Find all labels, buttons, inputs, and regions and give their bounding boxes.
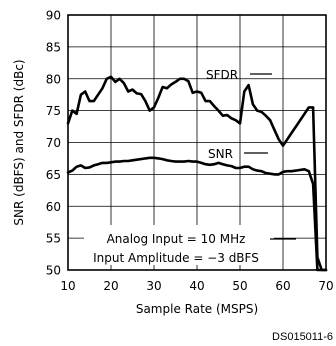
figure-id: DS015011-6 <box>272 331 333 343</box>
x-tick-label: 30 <box>146 279 161 293</box>
x-tick-label: 50 <box>232 279 247 293</box>
snr-series-label: SNR <box>208 147 233 161</box>
y-tick-label: 55 <box>46 232 61 246</box>
y-tick-label: 65 <box>46 168 61 182</box>
x-tick-label: 20 <box>103 279 118 293</box>
sfdr-series-label: SFDR <box>206 68 238 82</box>
plot-frame <box>67 14 327 271</box>
x-tick-labels: 10 20 30 40 50 60 70 <box>60 279 333 293</box>
y-axis-title: SNR (dBFS) and SFDR (dBc) <box>12 59 26 225</box>
x-tick-label: 10 <box>60 279 75 293</box>
x-axis-title: Sample Rate (MSPS) <box>136 302 258 316</box>
y-tick-labels: 50 55 60 65 70 75 80 85 90 <box>46 9 61 278</box>
y-tick-label: 50 <box>46 264 61 278</box>
annotation-analog-input: Analog Input = 10 MHz <box>107 232 246 246</box>
y-tick-label: 85 <box>46 40 61 54</box>
y-tick-label: 90 <box>46 9 61 23</box>
annotation-background <box>84 225 274 265</box>
y-tick-label: 75 <box>46 104 61 118</box>
sfdr-series-line <box>66 75 328 272</box>
x-tick-label: 70 <box>318 279 333 293</box>
x-tick-label: 40 <box>189 279 204 293</box>
grid <box>67 14 327 271</box>
x-tick-label: 60 <box>275 279 290 293</box>
y-tick-label: 80 <box>46 72 61 86</box>
annotation-input-amplitude: Input Amplitude = −3 dBFS <box>93 251 259 265</box>
y-tick-label: 70 <box>46 136 61 150</box>
series-lines <box>66 75 328 272</box>
y-tick-label: 60 <box>46 200 61 214</box>
snr-series-line <box>66 156 328 272</box>
